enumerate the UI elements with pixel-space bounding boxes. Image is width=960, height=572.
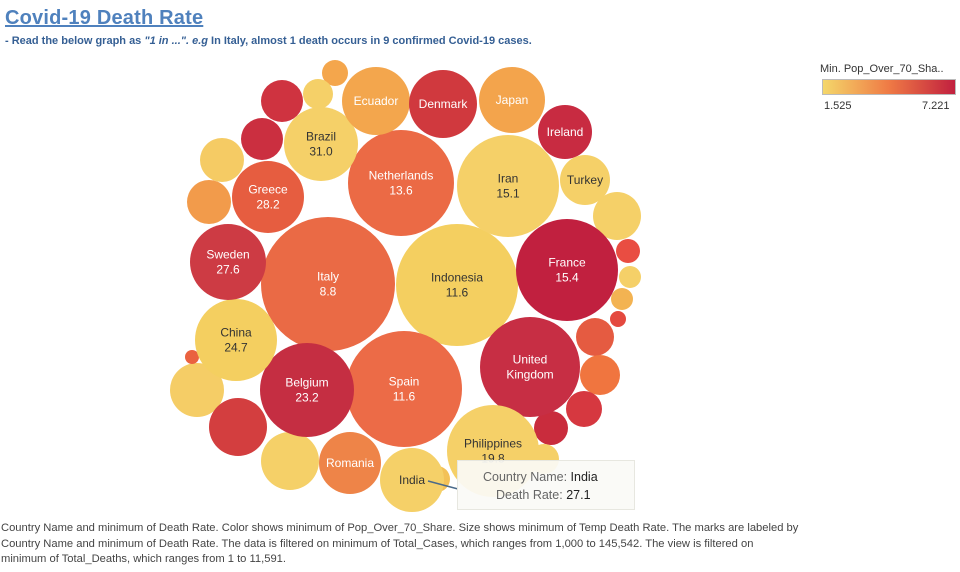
legend-color-ramp (822, 79, 956, 95)
bubble-country-label: China (220, 326, 252, 340)
bubble-country-label: Belgium (285, 376, 328, 390)
bubble-unlabeled[interactable] (566, 391, 602, 427)
bubble-value-label: 11.6 (446, 286, 469, 300)
bubble-country-label: Ireland (547, 125, 584, 139)
tooltip-rate-row: Death Rate: 27.1 (496, 488, 591, 502)
bubble-unlabeled[interactable] (303, 79, 333, 109)
bubble-italy[interactable] (261, 217, 395, 351)
bubble-country-label: India (399, 473, 425, 487)
legend-max-label: 7.221 (922, 100, 950, 112)
bubble-unlabeled[interactable] (580, 355, 620, 395)
bubble-value-label: 8.8 (320, 285, 337, 299)
bubble-country-label: Japan (496, 93, 529, 107)
bubble-unlabeled[interactable] (200, 138, 244, 182)
subtitle: - Read the below graph as "1 in ...". e.… (5, 35, 532, 47)
bubble-sweden[interactable] (190, 224, 266, 300)
bubble-unlabeled[interactable] (616, 239, 640, 263)
subtitle-suffix: In Italy, almost 1 death occurs in 9 con… (207, 35, 532, 47)
bubble-united-kingdom[interactable] (480, 317, 580, 417)
bubble-unlabeled[interactable] (576, 318, 614, 356)
tooltip-country-value: India (570, 470, 598, 484)
bubble-france[interactable] (516, 219, 618, 321)
subtitle-quote: "1 in ...". e.g (144, 35, 208, 47)
bubble-unlabeled[interactable] (185, 350, 199, 364)
bubble-denmark[interactable] (409, 70, 477, 138)
bubble-unlabeled[interactable] (534, 411, 568, 445)
bubble-value-label: 13.6 (389, 184, 413, 198)
subtitle-prefix: - Read the below graph as (5, 35, 145, 47)
bubble-value-label: 23.2 (295, 391, 319, 405)
bubble-netherlands[interactable] (348, 130, 454, 236)
bubble-brazil[interactable] (284, 107, 358, 181)
bubble-greece[interactable] (232, 161, 304, 233)
bubble-country-label: Romania (326, 456, 374, 470)
bubble-country-label: Kingdom (506, 368, 553, 382)
bubble-value-label: 15.1 (496, 187, 520, 201)
page-title: Covid-19 Death Rate (5, 7, 204, 29)
bubble-country-label: Greece (248, 183, 288, 197)
tooltip-rate-label: Death Rate: (496, 488, 563, 502)
bubble-unlabeled[interactable] (322, 60, 348, 86)
bubble-country-label: Philippines (464, 437, 522, 451)
bubble-turkey[interactable] (560, 155, 610, 205)
legend-title: Min. Pop_Over_70_Sha.. (820, 63, 944, 75)
tooltip-country-label: Country Name: (483, 470, 568, 484)
bubble-iran[interactable] (457, 135, 559, 237)
bubble-unlabeled[interactable] (619, 266, 641, 288)
bubble-value-label: 27.6 (216, 263, 240, 277)
bubble-china[interactable] (195, 299, 277, 381)
bubble-country-label: Ecuador (354, 94, 399, 108)
footnote: Country Name and minimum of Death Rate. … (1, 522, 799, 565)
bubble-country-label: Turkey (567, 173, 603, 187)
bubble-unlabeled[interactable] (241, 118, 283, 160)
bubble-value-label: 28.2 (256, 198, 280, 212)
bubble-unlabeled[interactable] (261, 432, 319, 490)
tooltip-pointer (427, 480, 459, 490)
bubble-india[interactable] (380, 448, 444, 512)
bubble-country-label: France (548, 256, 586, 270)
tooltip: Country Name: India Death Rate: 27.1 (457, 460, 635, 510)
bubble-belgium[interactable] (260, 343, 354, 437)
bubble-country-label: Iran (498, 172, 519, 186)
bubble-unlabeled[interactable] (209, 398, 267, 456)
bubble-country-label: Indonesia (431, 271, 483, 285)
bubble-ecuador[interactable] (342, 67, 410, 135)
bubble-ireland[interactable] (538, 105, 592, 159)
bubble-country-label: Italy (317, 270, 339, 284)
bubble-unlabeled[interactable] (170, 363, 224, 417)
bubble-indonesia[interactable] (396, 224, 518, 346)
bubble-country-label: Denmark (419, 97, 469, 111)
bubble-country-label: Brazil (306, 130, 336, 144)
bubble-unlabeled[interactable] (261, 80, 303, 122)
legend-min-label: 1.525 (824, 100, 852, 112)
tooltip-country-row: Country Name: India (483, 470, 598, 484)
bubble-spain[interactable] (346, 331, 462, 447)
tooltip-rate-value: 27.1 (566, 488, 591, 502)
bubble-value-label: 15.4 (555, 271, 579, 285)
bubble-value-label: 11.6 (393, 390, 416, 404)
bubble-unlabeled[interactable] (611, 288, 633, 310)
bubble-unlabeled[interactable] (593, 192, 641, 240)
bubble-romania[interactable] (319, 432, 381, 494)
bubble-value-label: 31.0 (309, 145, 333, 159)
bubble-unlabeled[interactable] (610, 311, 626, 327)
bubble-country-label: Sweden (206, 248, 249, 262)
bubble-country-label: Netherlands (369, 169, 434, 183)
bubble-japan[interactable] (479, 67, 545, 133)
bubble-country-label: Spain (389, 375, 420, 389)
bubble-value-label: 24.7 (224, 341, 248, 355)
bubble-unlabeled[interactable] (187, 180, 231, 224)
bubble-country-label: United (513, 353, 548, 367)
